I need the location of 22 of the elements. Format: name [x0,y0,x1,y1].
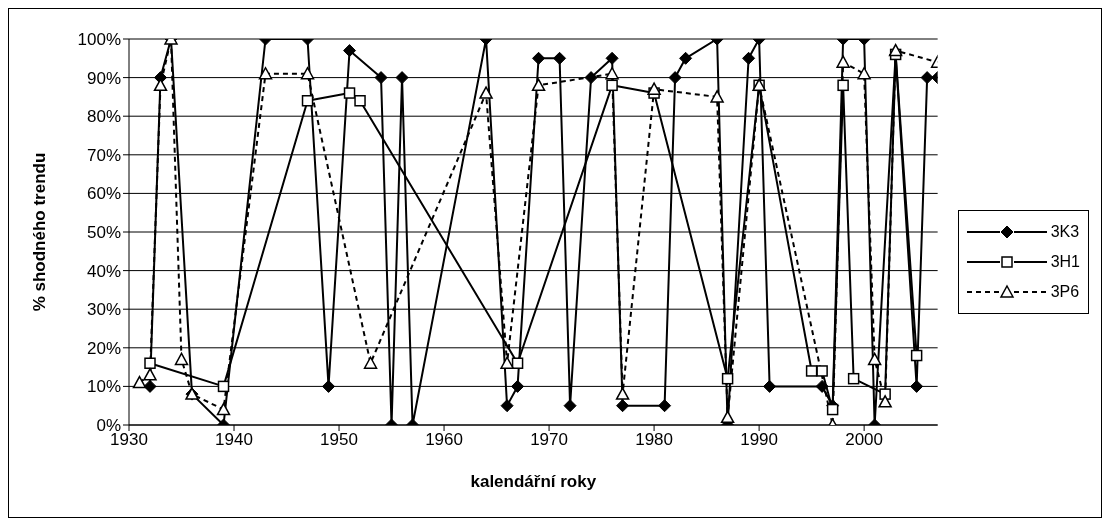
y-tick-label: 50% [86,223,121,243]
y-tick-label: 70% [86,145,121,165]
y-tick-label: 40% [86,261,121,281]
x-tick-label: 1960 [425,430,463,450]
legend-label: 3K3 [1050,223,1080,241]
x-tick-label: 1940 [215,430,253,450]
legend-label: 3P6 [1050,283,1080,301]
y-tick-label: 10% [86,377,121,397]
y-tick-label: 100% [77,30,121,50]
y-tick-label: 60% [86,184,121,204]
y-tick-label: 80% [86,107,121,127]
x-tick-label: 1950 [320,430,358,450]
legend-label: 3H1 [1050,253,1080,271]
x-tick-label: 1970 [530,430,568,450]
y-tick-label: 30% [86,300,121,320]
x-tick-label: 1990 [740,430,779,450]
y-axis-title: % shodného trendu [30,152,50,312]
y-tick-label: 90% [86,68,121,88]
x-axis-title: kalendářní roky [470,472,597,491]
x-tick-label: 2000 [845,430,884,450]
x-tick-label: 1980 [635,430,674,450]
y-tick-label: 20% [86,338,121,358]
